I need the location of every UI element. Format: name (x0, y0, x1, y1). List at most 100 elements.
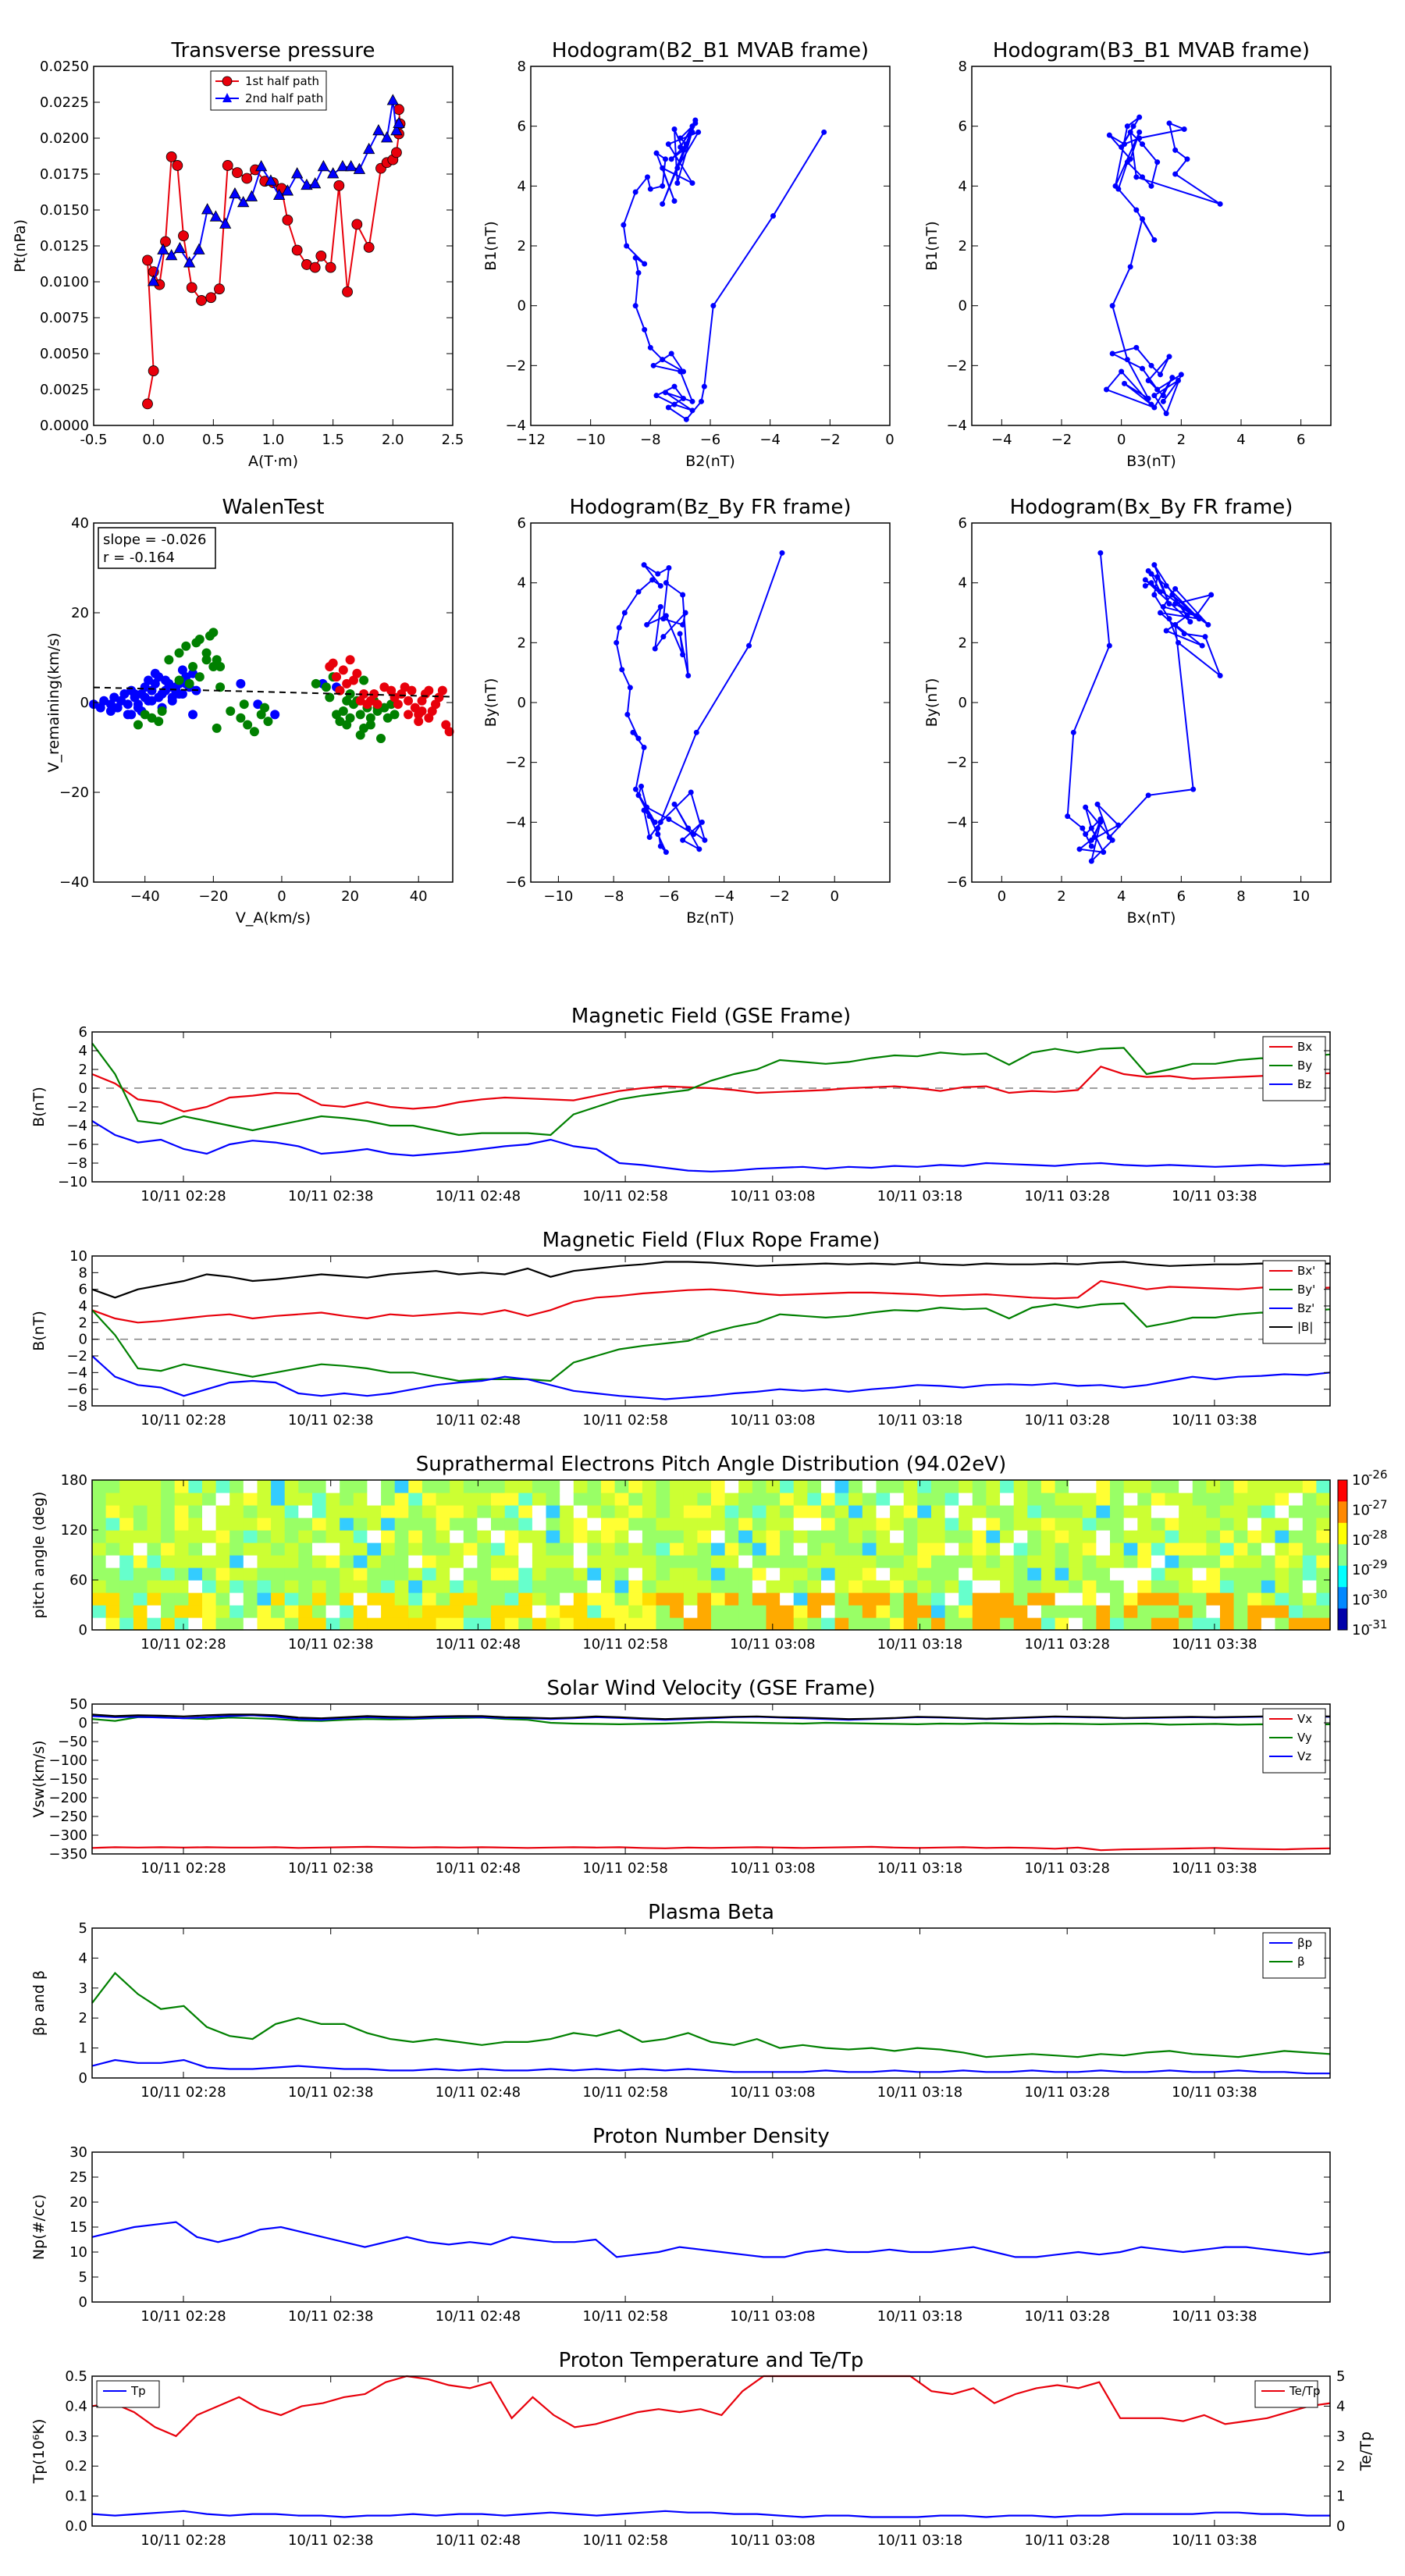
pitch-angle-cell (821, 1505, 836, 1518)
transverse-pressure-marker (291, 244, 303, 256)
pitch-angle-cell (1082, 1542, 1097, 1556)
pitch-angle-ytick-label: 120 (61, 1522, 87, 1539)
pitch-angle-cell (697, 1505, 712, 1518)
pitch-angle-cell (1096, 1567, 1111, 1581)
pitch-angle-cell (1165, 1530, 1179, 1543)
transverse-pressure-marker (363, 241, 375, 253)
pitch-angle-cell (1316, 1542, 1331, 1556)
pitch-angle-cell (931, 1493, 946, 1506)
pitch-angle-cell (959, 1517, 973, 1531)
transverse-pressure-legend-marker (222, 76, 233, 87)
walen-test-ytick-label: 0 (80, 695, 89, 711)
pitch-angle-cell (614, 1530, 629, 1543)
pitch-angle-cell (271, 1480, 286, 1493)
hodogram-bz-by-marker (680, 621, 686, 628)
proton-temp-frame (91, 2375, 1331, 2527)
pitch-angle-cell (477, 1592, 492, 1606)
proton-density-ytick-label: 5 (79, 2269, 87, 2286)
pitch-angle-ytick-label: 60 (69, 1572, 87, 1589)
pitch-angle-cell (642, 1517, 657, 1531)
hodogram-bx-by-marker (1181, 631, 1187, 637)
pitch-angle-cell (876, 1480, 891, 1493)
mag-flux-rope-legend-label: |B| (1297, 1320, 1313, 1334)
pitch-angle-cell (1137, 1580, 1152, 1593)
hodogram-bz-by-marker (635, 792, 642, 799)
pitch-angle-cell (766, 1480, 781, 1493)
pitch-angle-cell (711, 1493, 726, 1506)
pitch-angle-cell (133, 1580, 148, 1593)
pitch-angle-cell (959, 1542, 973, 1556)
pitch-angle-cell (628, 1517, 643, 1531)
pitch-angle-cell (807, 1567, 822, 1581)
hodogram-bx-by-marker (1163, 583, 1169, 589)
pitch-angle-cell (1137, 1605, 1152, 1618)
pitch-angle-cell (353, 1480, 368, 1493)
hodogram-b3-b1-marker (1151, 237, 1158, 243)
pitch-angle-cell (1069, 1530, 1083, 1543)
pitch-angle-cell (848, 1505, 863, 1518)
hodogram-bz-by-marker (702, 837, 708, 843)
proton-density-ytick-label: 15 (69, 2219, 87, 2236)
pitch-angle-cell (683, 1592, 698, 1606)
mag-gse-series-line (91, 1042, 1331, 1137)
plasma-beta-ytick-label: 5 (79, 1920, 87, 1937)
pitch-angle-cell (546, 1480, 560, 1493)
pitch-angle-cell (766, 1493, 781, 1506)
hodogram-bz-by-marker (652, 646, 658, 652)
transverse-pressure-ytick-label: 0.0250 (40, 59, 89, 75)
pitch-angle-cell (92, 1617, 107, 1631)
pitch-angle-cell (1055, 1617, 1069, 1631)
pitch-angle-cell (174, 1617, 189, 1631)
walen-test-point (133, 720, 143, 730)
hodogram-bx-by-marker (1184, 613, 1190, 619)
pitch-angle-cell (917, 1592, 932, 1606)
pitch-angle-cell (133, 1517, 148, 1531)
pitch-angle-cell (1261, 1567, 1276, 1581)
hodogram-b2-b1-ytick-label: 4 (518, 178, 526, 194)
hodogram-b2-b1-marker (645, 174, 650, 180)
walen-test-point (365, 713, 375, 723)
walen-test-point (144, 675, 154, 685)
hodogram-bx-by-marker (1097, 819, 1104, 825)
pitch-angle-cell (188, 1592, 203, 1606)
pitch-angle-cell (601, 1530, 616, 1543)
transverse-pressure-marker (265, 174, 277, 186)
pitch-angle-cell (1082, 1567, 1097, 1581)
hodogram-b3-b1-marker (1158, 372, 1163, 378)
pitch-angle-cell (601, 1505, 616, 1518)
pitch-angle-cell (1069, 1605, 1083, 1618)
proton-temp-ytick-right-label: 0 (1336, 2518, 1345, 2535)
pitch-angle-cell (367, 1530, 382, 1543)
pitch-angle-cell (683, 1480, 698, 1493)
transverse-pressure-marker (142, 398, 153, 410)
pitch-angle-cell (944, 1517, 959, 1531)
mag-gse-series-line (91, 1120, 1331, 1172)
pitch-angle-cell (1151, 1567, 1166, 1581)
transverse-pressure-marker (308, 177, 322, 189)
hodogram-bx-by-xtick-label: 0 (998, 888, 1006, 905)
pitch-angle-cell (1082, 1517, 1097, 1531)
pitch-angle-cell (188, 1542, 203, 1556)
walen-test-point (194, 672, 205, 682)
hodogram-bx-by-marker (1158, 589, 1163, 595)
hodogram-bx-by-marker (1094, 801, 1101, 807)
pitch-angle-cell (724, 1530, 739, 1543)
pitch-angle-cell (1123, 1530, 1138, 1543)
hodogram-b3-b1-marker (1124, 357, 1130, 363)
pitch-angle-cell (1137, 1555, 1152, 1568)
proton-temp-ytick-right-label: 2 (1336, 2458, 1345, 2475)
pitch-angle-cell (312, 1567, 327, 1581)
pitch-angle-cell (1275, 1580, 1289, 1593)
pitch-angle-cell (834, 1580, 849, 1593)
hodogram-b3-b1-marker (1140, 216, 1145, 222)
pitch-angle-cell (1040, 1493, 1056, 1506)
transverse-pressure-marker (172, 160, 183, 171)
hodogram-bx-by-marker (1106, 642, 1112, 649)
hodogram-bz-by-marker (682, 610, 688, 616)
pitch-angle-ytick-label: 180 (61, 1472, 87, 1489)
transverse-pressure-marker (272, 188, 286, 201)
pitch-angle-cell (1275, 1505, 1289, 1518)
hodogram-b3-b1-title: Hodogram(B3_B1 MVAB frame) (993, 39, 1310, 62)
pitch-angle-cell (1013, 1530, 1028, 1543)
hodogram-bx-by-series-line (1066, 553, 1222, 864)
